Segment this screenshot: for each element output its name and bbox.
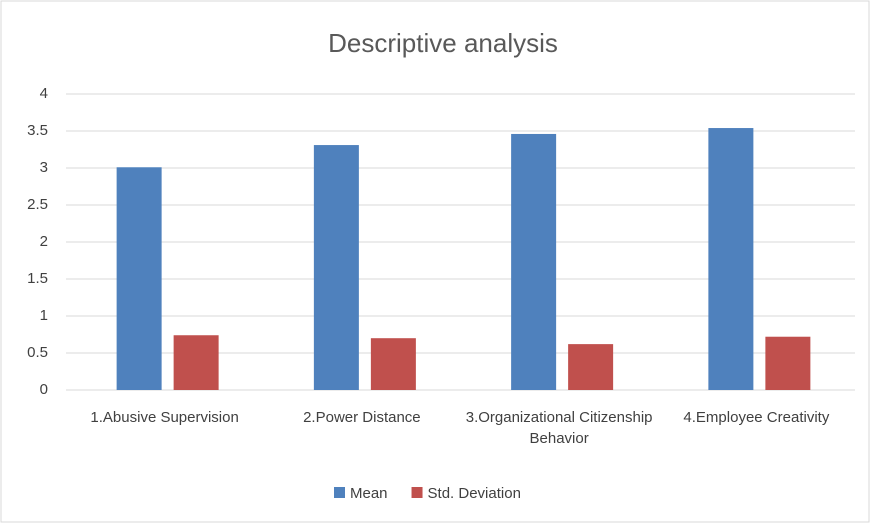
bar bbox=[370, 338, 416, 390]
legend-swatch bbox=[411, 487, 423, 498]
y-tick-label: 3.5 bbox=[27, 122, 48, 139]
bar bbox=[708, 128, 754, 391]
y-tick-label: 1 bbox=[40, 307, 48, 324]
y-tick-label: 3 bbox=[40, 159, 48, 176]
x-tick-label: 3.Organizational Citizenship Behavior bbox=[465, 409, 653, 447]
bar bbox=[313, 145, 359, 390]
x-tick-label: 2.Power Distance bbox=[303, 409, 421, 426]
bar bbox=[511, 133, 557, 390]
bar bbox=[116, 167, 162, 390]
x-tick-label: 4.Employee Creativity bbox=[683, 409, 830, 426]
legend-swatch bbox=[334, 487, 345, 498]
bar bbox=[765, 336, 811, 390]
y-tick-label: 1.5 bbox=[27, 270, 48, 287]
y-tick-label: 0.5 bbox=[27, 344, 48, 361]
y-tick-label: 0 bbox=[40, 381, 48, 398]
bar bbox=[568, 344, 614, 390]
legend-label: Std. Deviation bbox=[428, 485, 521, 502]
y-tick-label: 2 bbox=[40, 233, 48, 250]
legend-label: Mean bbox=[350, 485, 388, 502]
y-tick-label: 4 bbox=[40, 85, 48, 102]
chart-title: Descriptive analysis bbox=[328, 28, 558, 58]
bar bbox=[173, 335, 219, 390]
y-tick-label: 2.5 bbox=[27, 196, 48, 213]
x-tick-label: 1.Abusive Supervision bbox=[90, 409, 239, 426]
